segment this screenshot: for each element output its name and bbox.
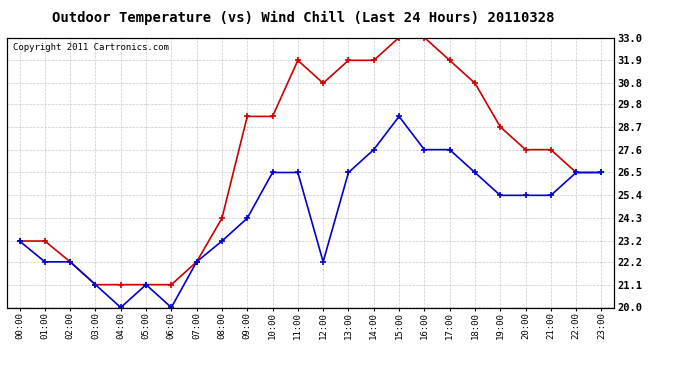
Text: Outdoor Temperature (vs) Wind Chill (Last 24 Hours) 20110328: Outdoor Temperature (vs) Wind Chill (Las…	[52, 11, 555, 26]
Text: Copyright 2011 Cartronics.com: Copyright 2011 Cartronics.com	[13, 43, 169, 52]
